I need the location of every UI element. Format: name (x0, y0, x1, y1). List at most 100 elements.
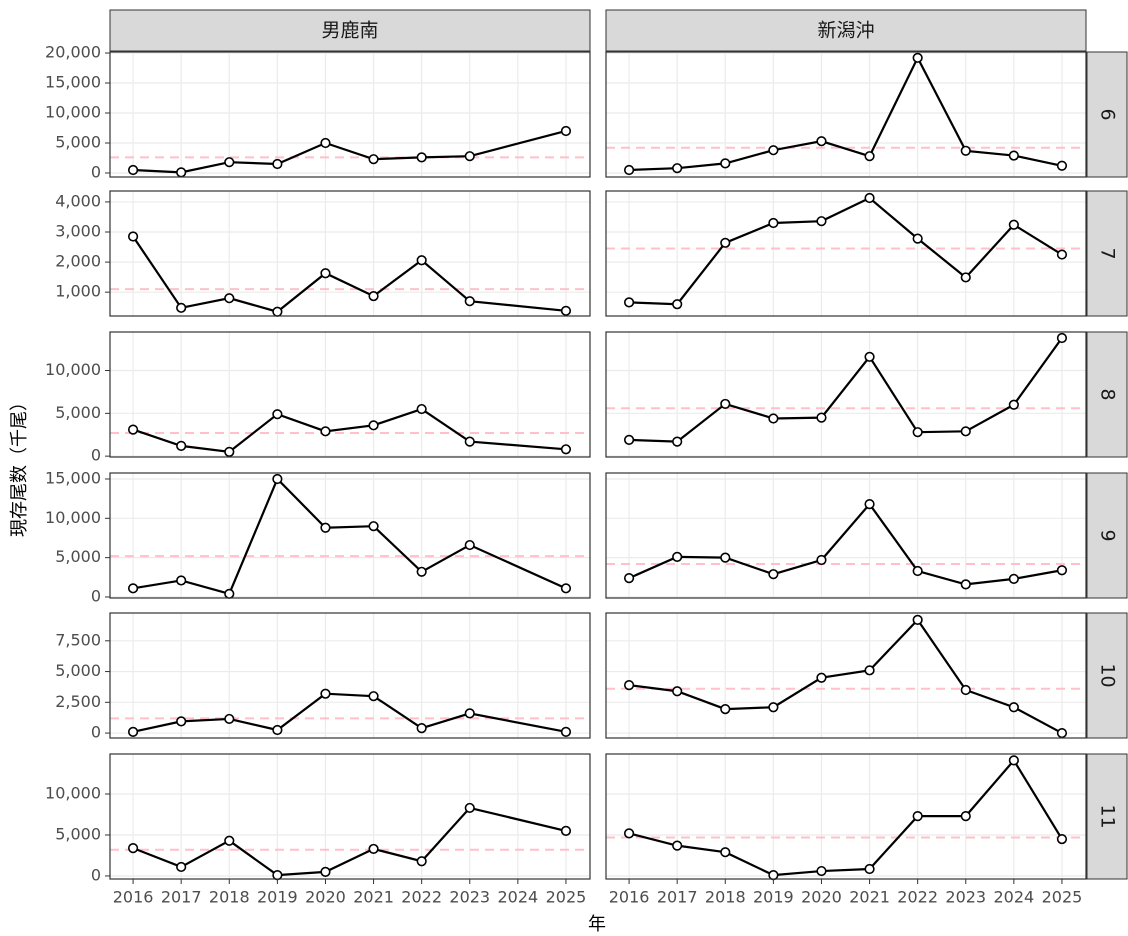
data-point (224, 713, 235, 725)
data-point (960, 579, 971, 590)
y-tick-label: 1,000 (55, 282, 101, 301)
data-point (127, 424, 139, 435)
strip-label: 10 (1097, 663, 1119, 687)
x-tick-label: 2021 (849, 888, 890, 907)
data-point (720, 552, 731, 563)
y-tick-label: 5,000 (55, 824, 101, 843)
data-point (720, 703, 731, 715)
data-point (224, 446, 235, 457)
y-tick-label: 15,000 (45, 73, 101, 92)
data-point (864, 863, 875, 875)
data-point (176, 716, 187, 727)
panel-background (110, 613, 590, 738)
data-point (272, 870, 283, 881)
panel-background (110, 52, 590, 177)
panel-border (109, 51, 591, 178)
data-point (320, 426, 331, 437)
x-tick-label: 2024 (497, 888, 538, 907)
data-point (864, 192, 875, 204)
y-tick-label: 10,000 (45, 508, 101, 527)
data-point (368, 691, 379, 702)
data-point (416, 255, 427, 266)
y-tick-label: 7,500 (55, 630, 101, 649)
panel-border (109, 472, 591, 599)
data-point (672, 686, 683, 697)
y-tick-label: 20,000 (45, 43, 101, 62)
y-tick-label: 5,000 (55, 547, 101, 566)
data-point (864, 499, 875, 510)
strip-label: 男鹿南 (321, 20, 378, 42)
data-line (629, 196, 1063, 306)
data-point (623, 164, 635, 176)
x-tick-label: 2025 (546, 888, 587, 907)
data-line (629, 55, 1063, 172)
strip (1086, 472, 1128, 599)
data-point (416, 403, 427, 415)
data-point (720, 237, 731, 248)
data-point (864, 351, 875, 362)
data-point (816, 554, 827, 566)
data-point (560, 305, 572, 316)
data-line (628, 758, 1063, 877)
panel-background (606, 332, 1086, 457)
data-point (1056, 727, 1068, 739)
data-point (1056, 565, 1068, 576)
data-point (1008, 150, 1019, 161)
data-point (416, 723, 427, 734)
data-point (320, 866, 331, 877)
data-point (320, 268, 331, 279)
strip-label: 9 (1097, 529, 1119, 541)
x-tick-label: 2025 (1042, 888, 1083, 907)
data-point (672, 163, 683, 174)
data-point (272, 473, 283, 485)
data-point (960, 426, 971, 437)
x-tick-label: 2018 (209, 888, 250, 907)
data-point (176, 302, 187, 313)
panel-border (109, 612, 591, 739)
strip (1086, 331, 1128, 458)
y-tick-label: 4,000 (55, 191, 101, 210)
panel-background (110, 191, 590, 316)
data-point (768, 217, 779, 229)
x-tick-label: 2016 (609, 888, 650, 907)
data-point (416, 566, 427, 577)
y-tick-label: 2,000 (55, 252, 101, 271)
data-line (628, 618, 1063, 735)
data-point (1056, 332, 1068, 344)
panel-border (605, 190, 1087, 317)
strip-label: 8 (1097, 388, 1119, 400)
data-point (623, 297, 635, 308)
y-tick-label: 5,000 (55, 132, 101, 151)
data-point (176, 575, 187, 586)
data-point (768, 702, 779, 713)
data-point (1056, 249, 1068, 260)
data-point (672, 436, 683, 447)
data-point (912, 427, 923, 438)
x-tick-label: 2016 (113, 888, 154, 907)
data-point (272, 409, 283, 420)
data-point (816, 136, 827, 147)
y-tick-label: 2,500 (55, 692, 101, 711)
panel-border (109, 753, 591, 880)
data-point (127, 583, 139, 594)
data-point (912, 811, 923, 822)
y-tick-label: 0 (91, 586, 101, 605)
data-point (464, 708, 475, 719)
data-point (816, 672, 827, 683)
data-point (816, 865, 827, 877)
data-point (176, 440, 187, 451)
x-tick-label: 2020 (305, 888, 346, 907)
data-point (464, 802, 475, 814)
data-point (960, 684, 971, 696)
data-point (368, 154, 379, 165)
data-point (720, 398, 731, 410)
data-point (623, 679, 635, 691)
data-point (720, 158, 731, 169)
data-point (864, 151, 875, 162)
data-point (912, 233, 923, 244)
y-tick-label: 10,000 (45, 784, 101, 803)
strip-label: 新潟沖 (817, 20, 874, 42)
strip (1086, 190, 1128, 317)
strip-label: 6 (1097, 108, 1119, 120)
